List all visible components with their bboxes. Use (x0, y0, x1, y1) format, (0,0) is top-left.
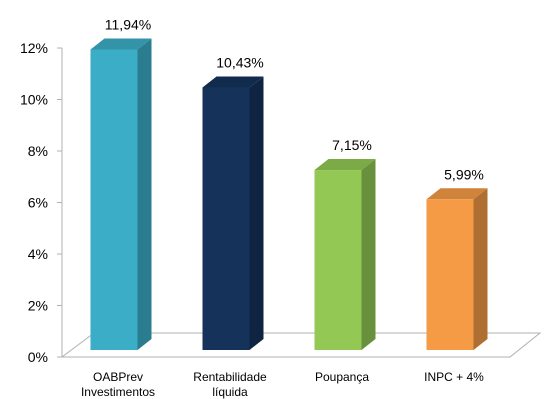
x-tick-label: INPC + 4% (424, 370, 484, 384)
bar-side (473, 188, 488, 350)
y-tick-label: 12% (20, 40, 48, 56)
y-tick-label: 0% (28, 349, 48, 365)
bar (314, 159, 376, 350)
bar-side (361, 159, 376, 350)
y-tick-label: 6% (28, 195, 48, 211)
bar-side (249, 76, 264, 351)
bar (90, 38, 152, 350)
x-tick-label: OABPrev (93, 370, 143, 384)
bar-front (426, 199, 474, 350)
y-tick-label: 2% (28, 298, 48, 314)
y-tick-label: 8% (28, 143, 48, 159)
data-label: 7,15% (332, 137, 372, 153)
x-tick-label: Investimentos (81, 385, 155, 399)
bar-top (202, 76, 264, 88)
x-tick-label: Rentabilidade (193, 370, 267, 384)
data-label: 10,43% (216, 55, 263, 71)
bar (426, 188, 488, 350)
bar-top (426, 188, 488, 200)
bar-front (314, 170, 362, 350)
bar-front (202, 87, 250, 351)
bar (202, 76, 264, 351)
data-label: 5,99% (444, 166, 484, 182)
data-label: 11,94% (105, 17, 151, 33)
bar-top (314, 159, 376, 171)
x-tick-label: Poupança (315, 370, 369, 384)
bar-front (90, 49, 138, 350)
y-tick-label: 4% (28, 246, 48, 262)
bar-top (90, 38, 152, 50)
y-tick-label: 10% (20, 92, 48, 108)
bar-side (137, 38, 152, 350)
x-tick-label: líquida (212, 385, 248, 399)
